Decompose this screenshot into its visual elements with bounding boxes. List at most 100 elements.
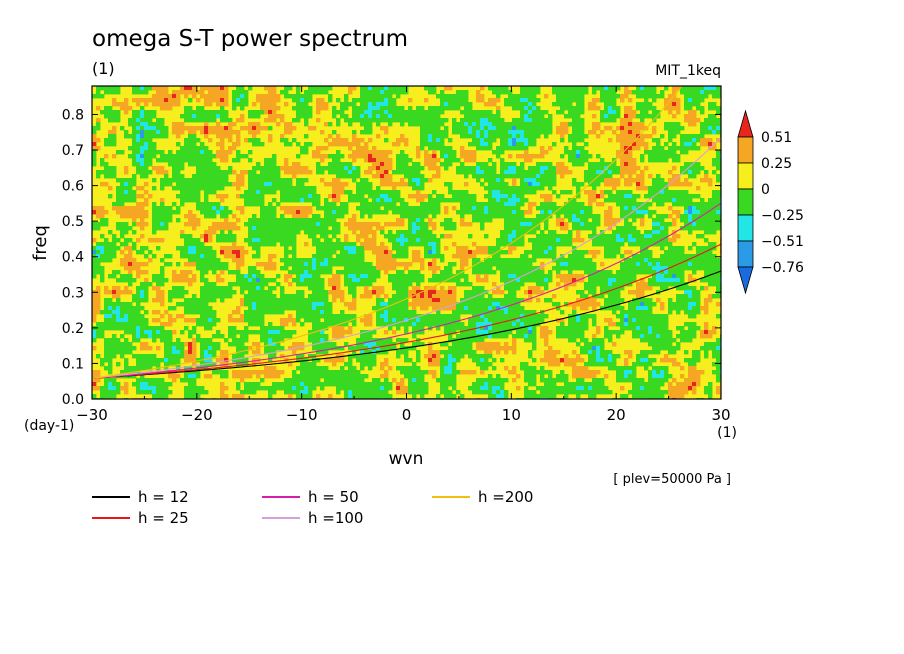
field-cell <box>432 370 437 375</box>
field-cell <box>132 294 137 299</box>
field-cell <box>316 282 321 287</box>
field-cell <box>260 306 265 311</box>
field-cell <box>412 278 417 283</box>
field-cell <box>384 310 389 315</box>
field-cell <box>336 194 341 199</box>
field-cell <box>436 110 441 115</box>
field-cell <box>300 358 305 363</box>
field-cell <box>476 274 481 279</box>
field-cell <box>280 214 285 219</box>
field-cell <box>124 366 129 371</box>
field-cell <box>260 298 265 303</box>
field-cell <box>304 278 309 283</box>
field-cell <box>200 270 205 275</box>
field-cell <box>444 386 449 391</box>
field-cell <box>468 194 473 199</box>
field-cell <box>412 334 417 339</box>
field-cell <box>372 394 377 399</box>
field-cell <box>316 286 321 291</box>
field-cell <box>492 170 497 175</box>
field-cell <box>172 94 177 99</box>
field-cell <box>396 250 401 255</box>
field-cell <box>488 194 493 199</box>
field-cell <box>96 106 101 111</box>
field-cell <box>468 350 473 355</box>
field-cell <box>264 170 269 175</box>
field-cell <box>180 290 185 295</box>
field-cell <box>372 286 377 291</box>
field-cell <box>184 138 189 143</box>
field-cell <box>220 290 225 295</box>
field-cell <box>144 334 149 339</box>
field-cell <box>436 246 441 251</box>
field-cell <box>208 214 213 219</box>
field-cell <box>432 142 437 147</box>
field-cell <box>448 270 453 275</box>
field-cell <box>136 194 141 199</box>
field-cell <box>456 302 461 307</box>
field-cell <box>272 306 277 311</box>
field-cell <box>168 290 173 295</box>
field-cell <box>456 354 461 359</box>
field-cell <box>112 302 117 307</box>
field-cell <box>416 382 421 387</box>
field-cell <box>244 278 249 283</box>
field-cell <box>480 342 485 347</box>
field-cell <box>492 162 497 167</box>
field-cell <box>280 286 285 291</box>
field-cell <box>436 266 441 271</box>
field-cell <box>236 134 241 139</box>
field-cell <box>284 390 289 395</box>
field-cell <box>492 150 497 155</box>
field-cell <box>332 234 337 239</box>
field-cell <box>352 366 357 371</box>
field-cell <box>272 302 277 307</box>
field-cell <box>476 118 481 123</box>
field-cell <box>92 318 97 323</box>
field-cell <box>324 306 329 311</box>
field-cell <box>432 362 437 367</box>
field-cell <box>424 242 429 247</box>
field-cell <box>380 126 385 131</box>
field-cell <box>276 238 281 243</box>
field-cell <box>484 378 489 383</box>
field-cell <box>196 374 201 379</box>
field-cell <box>400 314 405 319</box>
field-cell <box>424 238 429 243</box>
field-cell <box>472 322 477 327</box>
field-cell <box>324 86 329 91</box>
field-cell <box>432 114 437 119</box>
field-cell <box>92 302 97 307</box>
field-cell <box>404 354 409 359</box>
field-cell <box>424 302 429 307</box>
field-cell <box>92 154 97 159</box>
field-cell <box>356 146 361 151</box>
field-cell <box>280 334 285 339</box>
field-cell <box>344 170 349 175</box>
field-cell <box>320 166 325 171</box>
field-cell <box>428 210 433 215</box>
field-cell <box>356 354 361 359</box>
field-cell <box>400 154 405 159</box>
field-cell <box>212 254 217 259</box>
field-cell <box>388 338 393 343</box>
field-cell <box>476 386 481 391</box>
field-cell <box>368 194 373 199</box>
field-cell <box>284 230 289 235</box>
field-cell <box>488 386 493 391</box>
field-cell <box>364 270 369 275</box>
field-cell <box>152 218 157 223</box>
field-cell <box>416 378 421 383</box>
field-cell <box>200 130 205 135</box>
field-cell <box>128 274 133 279</box>
field-cell <box>228 138 233 143</box>
field-cell <box>168 362 173 367</box>
field-cell <box>428 198 433 203</box>
field-cell <box>496 202 501 207</box>
field-cell <box>496 238 501 243</box>
field-cell <box>204 122 209 127</box>
field-cell <box>432 290 437 295</box>
field-cell <box>276 306 281 311</box>
field-cell <box>92 306 97 311</box>
field-cell <box>124 358 129 363</box>
